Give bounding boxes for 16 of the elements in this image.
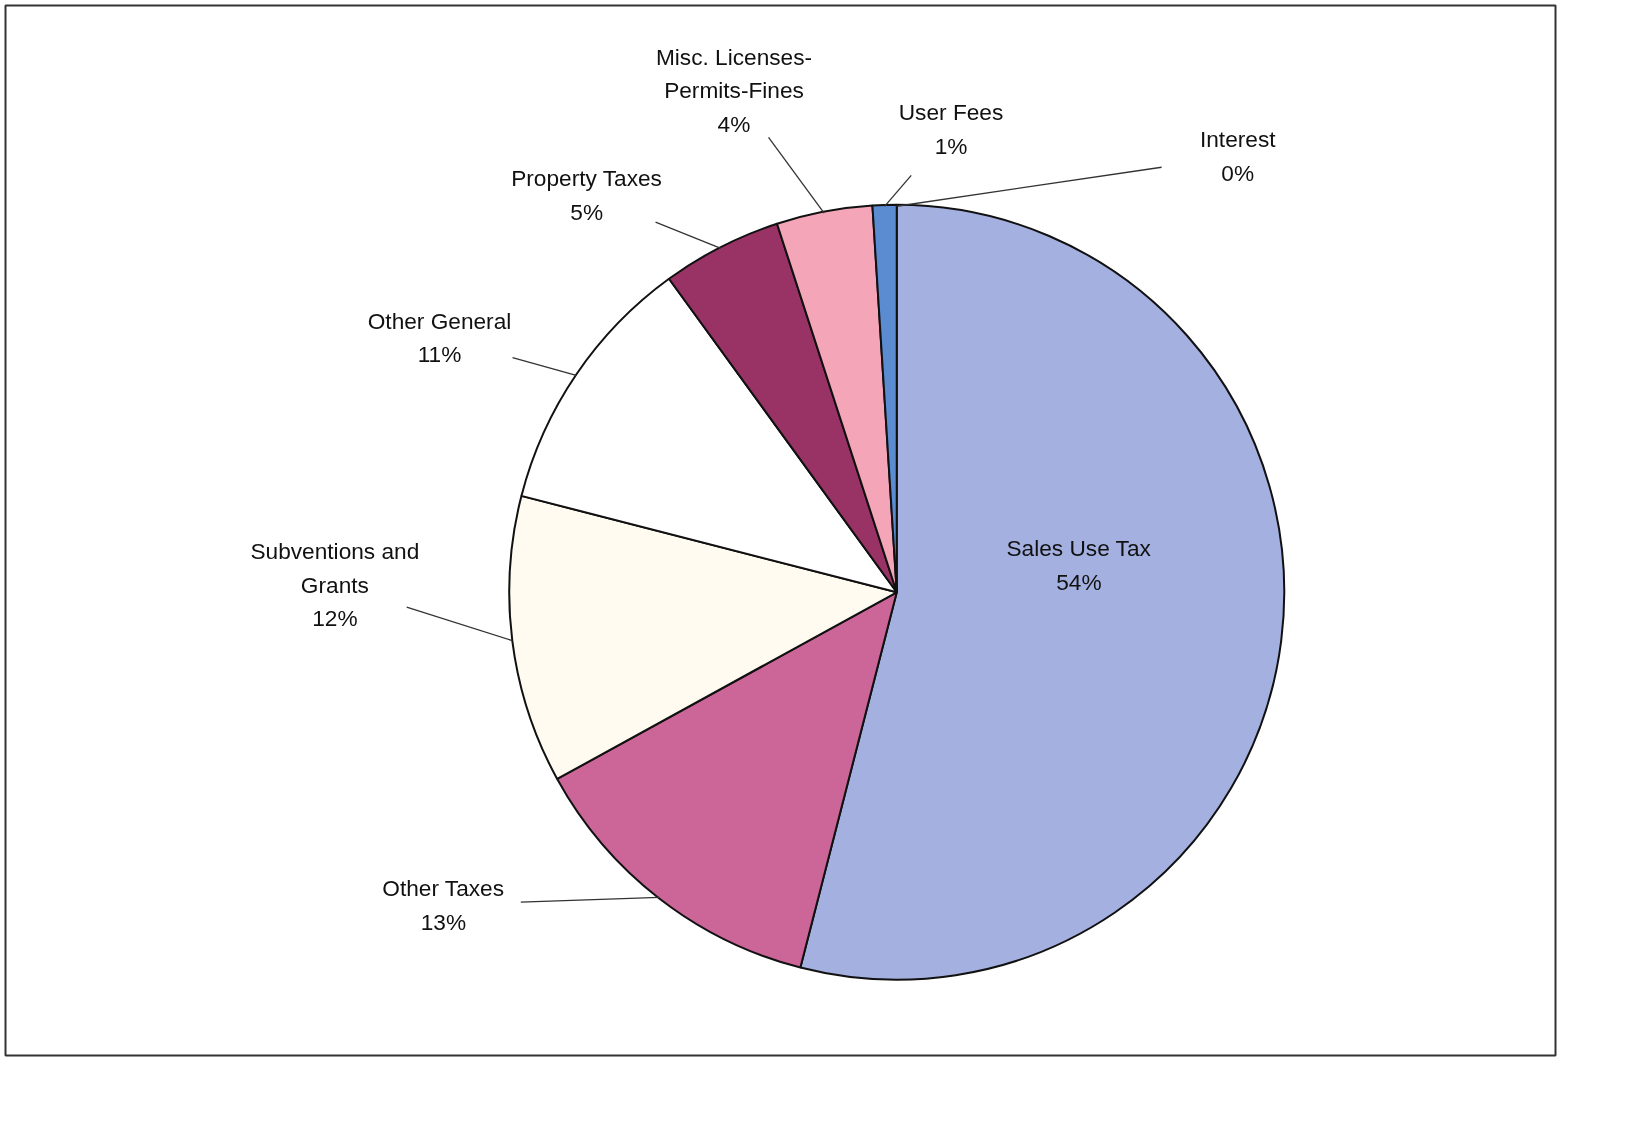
slice-label: Sales Use Tax: [1006, 535, 1152, 562]
data-label: 1%: [934, 132, 968, 159]
text: 0%: [1221, 159, 1255, 186]
slice-label: User Fees: [898, 99, 1004, 126]
data-label: 13%: [420, 908, 467, 935]
data-label: 5%: [570, 198, 604, 225]
data-label: 54%: [1056, 569, 1102, 596]
data-label: 11%: [417, 341, 462, 368]
slice-label: Subventions and Grants: [250, 537, 420, 598]
slice-label: Misc. Licenses-Permits-Fines: [655, 43, 813, 104]
data-label: 12%: [312, 605, 358, 632]
slice-label: Other General: [367, 307, 512, 334]
category-label: Interest: [1199, 126, 1276, 153]
slice-label: Other Taxes: [382, 875, 505, 902]
data-label: 4%: [717, 111, 751, 138]
slice-label: Property Taxes: [511, 164, 662, 191]
